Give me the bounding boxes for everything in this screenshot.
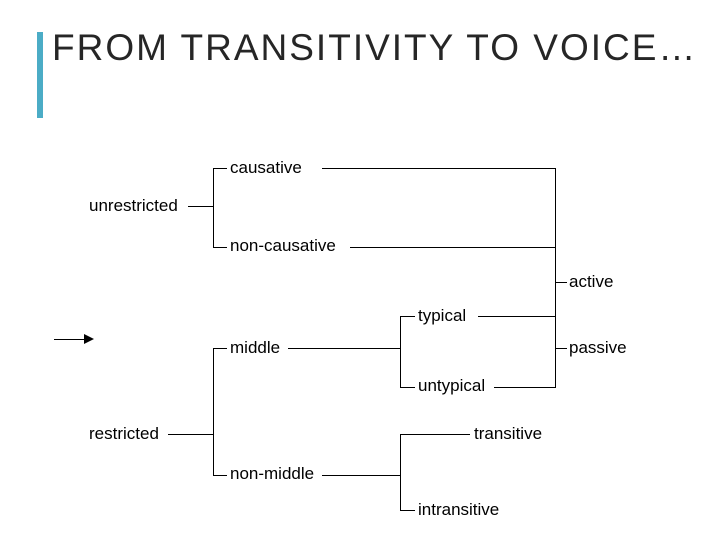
- line-causative-right: [322, 168, 555, 169]
- page-title: FROM TRANSITIVITY TO VOICE…: [52, 26, 697, 70]
- bracket-unrestricted-stem: [188, 206, 213, 207]
- bracket-typical-v: [400, 316, 401, 388]
- node-nonmiddle: non-middle: [230, 464, 314, 484]
- node-typical: typical: [418, 306, 466, 326]
- bracket-to-nonmiddle: [213, 475, 227, 476]
- line-active-tick: [555, 282, 567, 283]
- bracket-nonmiddle-stem: [322, 475, 400, 476]
- line-untypical-right: [494, 387, 555, 388]
- node-causative: causative: [230, 158, 302, 178]
- node-unrestricted: unrestricted: [89, 196, 178, 216]
- arrow-root-unrestricted: [54, 339, 84, 340]
- bracket-unrestricted-v: [213, 168, 214, 248]
- line-causative-right-v: [555, 168, 556, 282]
- line-typical-right: [478, 316, 555, 317]
- node-intransitive: intransitive: [418, 500, 499, 520]
- bracket-restricted-stem: [168, 434, 213, 435]
- bracket-middle-stem: [288, 348, 400, 349]
- bracket-unrestricted-to-noncausative: [213, 247, 227, 248]
- bracket-nonmiddle-v: [400, 434, 401, 511]
- line-untypical-right-v: [555, 348, 556, 388]
- line-passive-tick: [555, 348, 567, 349]
- bracket-to-typical: [400, 316, 415, 317]
- line-noncausative-right: [350, 247, 555, 248]
- node-middle: middle: [230, 338, 280, 358]
- bracket-to-untypical: [400, 387, 415, 388]
- bracket-to-middle: [213, 348, 227, 349]
- bracket-to-intransitive: [400, 510, 415, 511]
- node-restricted: restricted: [89, 424, 159, 444]
- node-passive: passive: [569, 338, 627, 358]
- bracket-to-transitive: [400, 434, 470, 435]
- title-accent-bar: [37, 32, 43, 118]
- node-transitive: transitive: [474, 424, 542, 444]
- bracket-restricted-v: [213, 348, 214, 476]
- node-active: active: [569, 272, 613, 292]
- bracket-unrestricted-to-causative: [213, 168, 227, 169]
- node-noncausative: non-causative: [230, 236, 336, 256]
- node-untypical: untypical: [418, 376, 485, 396]
- line-right-v2: [555, 282, 556, 349]
- arrow-head-unrestricted: [84, 334, 94, 344]
